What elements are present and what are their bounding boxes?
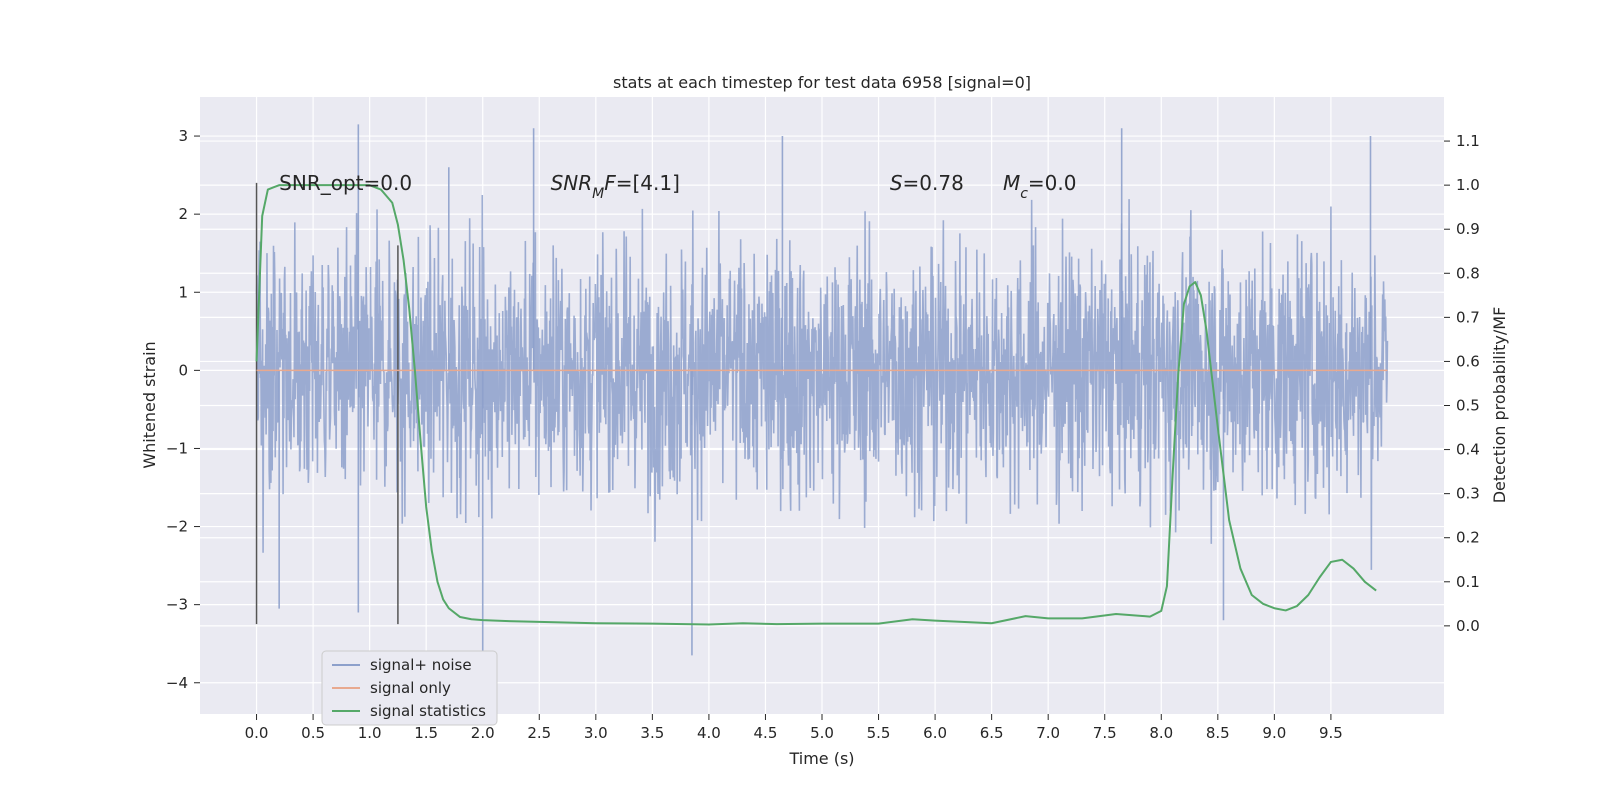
legend-label: signal only — [370, 679, 451, 697]
series-signal-plus-noise — [255, 124, 1389, 683]
x-tick-label: 5.0 — [810, 724, 834, 742]
x-tick-label: 2.5 — [527, 724, 551, 742]
y-tick-label: 1 — [178, 283, 188, 301]
annotations: SNR_opt=0.0 SNRMF=[4.1] S=0.78 Mc=0.0 — [279, 171, 1076, 202]
x-tick-label: 8.0 — [1149, 724, 1173, 742]
noise-trace — [255, 195, 1389, 570]
annotation-text: SNRMF=[4.1] — [551, 171, 680, 202]
annotation-part: F — [604, 171, 616, 195]
x-tick-label: 7.0 — [1036, 724, 1060, 742]
y2-tick-label: 0.5 — [1456, 397, 1480, 415]
annotation-text: SNR_opt=0.0 — [279, 171, 412, 195]
x-tick-label: 3.0 — [584, 724, 608, 742]
axes: 0.0 0.5 1.0 1.5 2.0 2.5 3.0 3.5 4.0 4.5 5.0 5.5 6.0 6… — [166, 127, 1480, 742]
y2-axis-label: Detection probability/MF — [1490, 307, 1509, 504]
x-tick-label: 4.0 — [697, 724, 721, 742]
x-tick-label: 2.0 — [471, 724, 495, 742]
x-tick-label: 6.0 — [923, 724, 947, 742]
annotation-part: S — [890, 171, 903, 195]
y2-tick-label: 0.2 — [1456, 529, 1480, 547]
y2-tick-label: 0.8 — [1456, 264, 1480, 282]
x-tick-label: 3.5 — [640, 724, 664, 742]
y2-tick-label: 0.7 — [1456, 308, 1480, 326]
annotation-part: M — [1003, 171, 1020, 195]
annotation-part: c — [1020, 186, 1028, 202]
y2-tick-label: 0.9 — [1456, 220, 1480, 238]
y-tick-label: −1 — [166, 439, 188, 457]
y2-tick-label: 0.6 — [1456, 352, 1480, 370]
y2-tick-label: 0.1 — [1456, 573, 1480, 591]
x-axis-label: Time (s) — [788, 749, 854, 768]
y-tick-label: −4 — [166, 674, 188, 692]
annotation-part: =0.78 — [903, 171, 964, 195]
legend-box — [321, 650, 498, 726]
annotation-part: M — [592, 186, 604, 202]
x-tick-label: 4.5 — [754, 724, 778, 742]
x-tick-label: 9.5 — [1319, 724, 1343, 742]
y2-tick-label: 0.4 — [1456, 441, 1480, 459]
legend-label: signal statistics — [370, 702, 486, 720]
annotation-part: SNR_opt=0.0 — [279, 171, 412, 195]
y-tick-label: −3 — [166, 596, 188, 614]
annotation-text: Mc=0.0 — [1003, 171, 1077, 202]
y-tick-label: 2 — [178, 205, 188, 223]
x-tick-label: 1.0 — [358, 724, 382, 742]
annotation-part: =0.0 — [1028, 171, 1077, 195]
y-tick-label: −2 — [166, 518, 188, 536]
x-tick-label: 6.5 — [980, 724, 1004, 742]
x-tick-label: 8.5 — [1206, 724, 1230, 742]
y2-tick-label: 0.0 — [1456, 617, 1480, 635]
y2-tick-label: 0.3 — [1456, 485, 1480, 503]
x-tick-label: 1.5 — [414, 724, 438, 742]
chart-title: stats at each timestep for test data 695… — [613, 73, 1031, 92]
annotation-part: =[4.1] — [616, 171, 680, 195]
x-tick-label: 5.5 — [867, 724, 891, 742]
y2-tick-label: 1.0 — [1456, 176, 1480, 194]
x-tick-label: 9.0 — [1262, 724, 1286, 742]
x-tick-label: 0.5 — [301, 724, 325, 742]
y-tick-label: 3 — [178, 127, 188, 145]
annotation-text: S=0.78 — [890, 171, 964, 195]
y-axis-label: Whitened strain — [140, 341, 159, 468]
legend: signal+ noise signal only signal statistic… — [321, 650, 498, 726]
legend-label: signal+ noise — [370, 656, 472, 674]
series-lines — [255, 182, 1388, 626]
x-tick-label: 7.5 — [1093, 724, 1117, 742]
y-tick-label: 0 — [178, 361, 188, 379]
x-tick-label: 0.0 — [245, 724, 269, 742]
y2-tick-label: 1.1 — [1456, 132, 1480, 150]
signal-statistics-line — [255, 184, 1377, 626]
annotation-part: SNR — [551, 171, 593, 195]
